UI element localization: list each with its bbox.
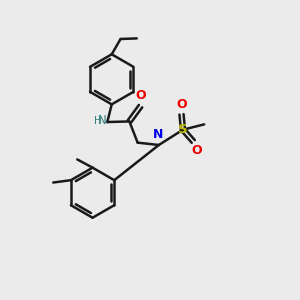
Text: O: O [135, 89, 146, 102]
Text: N: N [153, 128, 164, 141]
Text: N: N [98, 114, 107, 127]
Text: O: O [176, 98, 187, 110]
Text: S: S [178, 123, 188, 136]
Text: H: H [94, 116, 102, 126]
Text: O: O [191, 144, 202, 158]
